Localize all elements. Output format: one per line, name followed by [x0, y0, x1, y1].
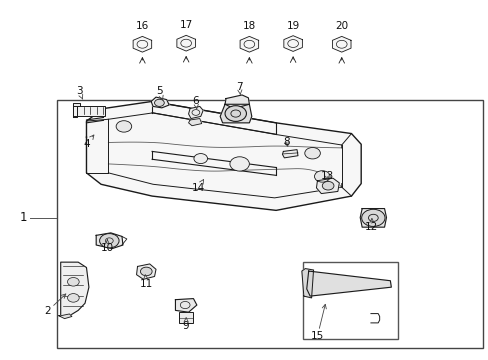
Text: 17: 17: [179, 20, 192, 30]
Text: 11: 11: [140, 275, 153, 289]
Polygon shape: [301, 269, 313, 298]
Circle shape: [194, 154, 207, 163]
Polygon shape: [175, 298, 197, 312]
Polygon shape: [360, 208, 386, 227]
Polygon shape: [240, 36, 258, 52]
Polygon shape: [136, 264, 156, 279]
Circle shape: [100, 234, 119, 248]
Text: 19: 19: [286, 21, 299, 31]
Text: 4: 4: [83, 135, 94, 149]
Bar: [179, 312, 193, 323]
Circle shape: [116, 121, 131, 132]
Polygon shape: [220, 104, 251, 123]
Circle shape: [322, 181, 333, 190]
Polygon shape: [59, 314, 72, 319]
Text: 2: 2: [44, 294, 66, 316]
Polygon shape: [86, 102, 361, 210]
Circle shape: [314, 171, 329, 182]
Text: 10: 10: [101, 240, 114, 253]
Text: 20: 20: [334, 21, 347, 31]
Text: 9: 9: [183, 318, 189, 332]
Polygon shape: [96, 233, 122, 249]
Polygon shape: [306, 271, 390, 296]
Text: 7: 7: [236, 82, 243, 95]
Polygon shape: [282, 150, 297, 158]
Circle shape: [67, 294, 79, 302]
Circle shape: [224, 106, 246, 121]
Polygon shape: [73, 103, 80, 117]
Bar: [302, 262, 397, 339]
Text: 5: 5: [156, 86, 163, 100]
Circle shape: [140, 267, 152, 276]
Circle shape: [361, 209, 384, 226]
Polygon shape: [61, 262, 89, 316]
Text: 8: 8: [283, 138, 289, 148]
Circle shape: [154, 99, 164, 107]
Polygon shape: [283, 36, 302, 51]
Circle shape: [67, 278, 79, 286]
Text: 18: 18: [242, 21, 255, 31]
Text: 3: 3: [76, 86, 82, 99]
Polygon shape: [224, 95, 249, 109]
Bar: [57, 100, 482, 348]
Polygon shape: [188, 107, 203, 118]
Text: 15: 15: [310, 304, 325, 341]
Polygon shape: [188, 118, 201, 126]
Text: 6: 6: [192, 96, 199, 109]
Polygon shape: [332, 36, 350, 52]
Bar: [73, 106, 105, 116]
Text: 13: 13: [320, 171, 333, 181]
Text: 12: 12: [365, 219, 378, 232]
Circle shape: [229, 157, 249, 171]
Polygon shape: [177, 35, 195, 51]
Text: 1: 1: [20, 211, 27, 224]
Polygon shape: [151, 97, 169, 108]
Circle shape: [304, 148, 320, 159]
Polygon shape: [316, 178, 339, 194]
Text: 16: 16: [136, 21, 149, 31]
Polygon shape: [133, 36, 151, 52]
Text: 14: 14: [191, 180, 204, 193]
